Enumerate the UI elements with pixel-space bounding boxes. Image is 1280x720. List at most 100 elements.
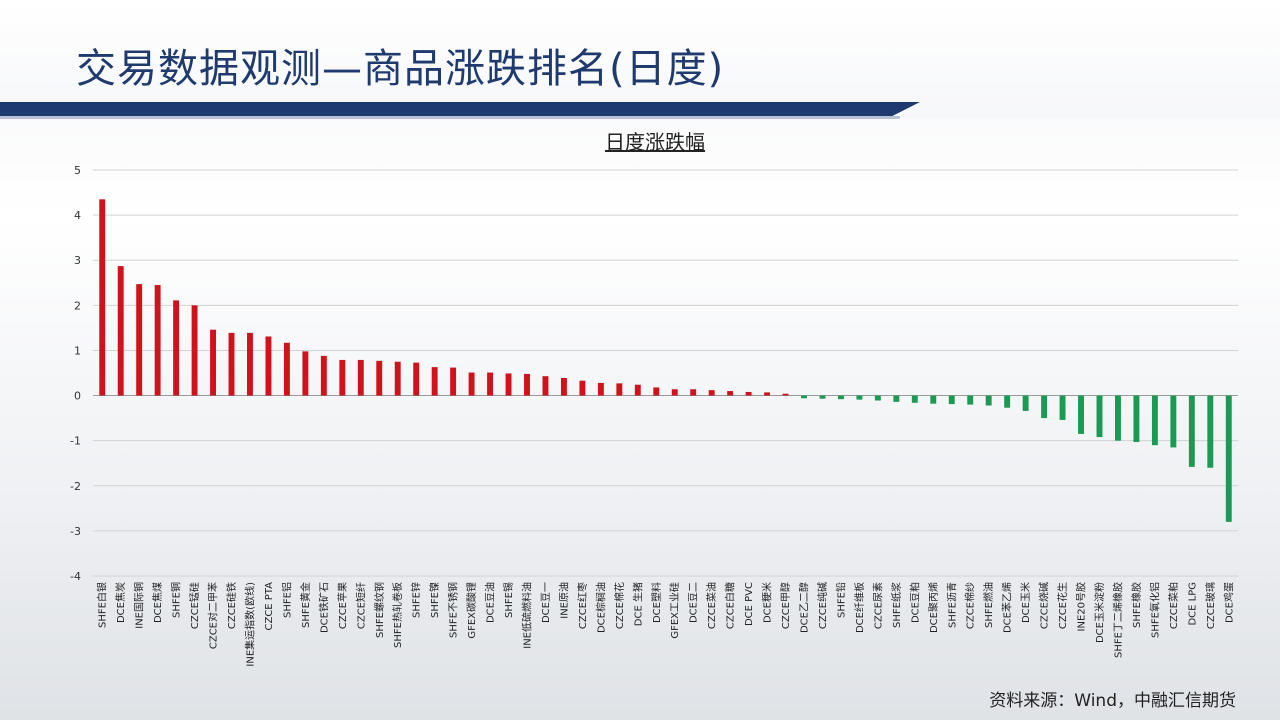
- x-tick-label: SHFE燃油: [982, 582, 995, 628]
- bar: [431, 367, 438, 396]
- x-tick-label: SHFE纸浆: [890, 582, 903, 628]
- bar: [265, 336, 272, 396]
- x-tick-label: INE原油: [557, 582, 570, 619]
- title-underline-accent: [0, 116, 900, 119]
- x-tick-label: SHFE铜: [171, 582, 183, 618]
- bar: [671, 389, 678, 396]
- x-tick-label: DCE塑料: [650, 582, 663, 623]
- y-tick-label: 0: [74, 390, 81, 403]
- bar: [136, 284, 143, 396]
- x-tick-label: CZCE硅铁: [225, 582, 238, 629]
- bar: [117, 266, 124, 396]
- bar: [1188, 395, 1195, 467]
- x-tick-label: DCE PVC: [744, 582, 755, 626]
- x-tick-label: CZCE苹果: [336, 582, 349, 629]
- x-tick-label: SHFE铅: [834, 582, 847, 618]
- y-tick-label: -4: [70, 570, 81, 583]
- x-tick-label: SHFE螺纹钢: [373, 582, 386, 638]
- x-tick-label: SHFE沥青: [945, 582, 958, 628]
- bar: [413, 362, 420, 396]
- x-tick-label: DCE玉米淀粉: [1093, 582, 1106, 643]
- bar: [579, 380, 586, 396]
- bar: [1151, 395, 1158, 446]
- x-tick-label: SHFE锌: [410, 582, 423, 618]
- bar: [782, 393, 789, 396]
- x-tick-label: CZCE菜油: [705, 582, 718, 629]
- bar: [1078, 395, 1084, 434]
- bar: [985, 395, 992, 406]
- x-tick-label: GFEX碳酸锂: [465, 582, 478, 639]
- bar: [487, 372, 494, 396]
- y-tick-label: -1: [70, 435, 81, 448]
- bar: [856, 395, 863, 400]
- bar: [690, 389, 697, 396]
- bar: [893, 395, 900, 402]
- bar: [764, 392, 771, 396]
- bar: [505, 373, 512, 396]
- bar: [339, 359, 346, 396]
- y-tick-label: 1: [74, 344, 81, 357]
- bar: [173, 300, 180, 396]
- bar: [1170, 395, 1177, 448]
- bar: [708, 390, 715, 396]
- x-tick-label: INE国际铜: [134, 582, 146, 629]
- y-tick-label: 4: [74, 209, 81, 222]
- chart-title: 日度涨跌幅: [605, 130, 705, 154]
- x-tick-label: SHFE白银: [96, 582, 109, 628]
- bar: [283, 342, 290, 396]
- bar: [745, 391, 752, 396]
- bar: [1059, 395, 1066, 420]
- x-tick-label: SHFE热轧卷板: [391, 582, 404, 648]
- bar: [247, 332, 253, 396]
- x-tick-label: CZCE短纤: [354, 582, 367, 629]
- x-tick-label: INE低硫燃料油: [520, 582, 533, 649]
- x-tick-label: DCE 生猪: [631, 582, 644, 626]
- x-tick-label: CZCE菜粕: [1167, 582, 1180, 629]
- x-tick-label: GFEX工业硅: [668, 582, 681, 639]
- bar: [302, 351, 309, 396]
- bar: [1225, 395, 1232, 522]
- x-tick-label: SHFE铝: [281, 582, 293, 618]
- bar: [542, 376, 549, 396]
- x-tick-label: DCE豆油: [484, 582, 497, 623]
- bar: [911, 395, 918, 403]
- title-underline-band: [0, 102, 920, 116]
- x-tick-label: DCE乙二醇: [798, 582, 811, 633]
- bar: [930, 395, 937, 404]
- bar: [653, 387, 660, 396]
- bar: [394, 361, 401, 396]
- x-tick-label: DCE焦煤: [151, 582, 164, 623]
- bar: [616, 383, 623, 396]
- x-tick-label: DCE鸡蛋: [1222, 582, 1235, 623]
- y-tick-label: 5: [74, 164, 81, 177]
- x-tick-label: DCE玉米: [1019, 582, 1032, 623]
- bar: [191, 305, 198, 396]
- x-tick-label: DCE豆二: [688, 582, 700, 623]
- x-tick-label: DCE粳米: [761, 582, 774, 623]
- bar: [1115, 395, 1121, 441]
- bar: [99, 199, 106, 396]
- x-tick-label: DCE焦炭: [114, 582, 127, 623]
- bar: [1096, 395, 1103, 438]
- source-note: 资料来源：Wind，中融汇信期货: [989, 691, 1236, 711]
- bar: [837, 395, 844, 400]
- x-tick-label: SHFE黄金: [299, 582, 312, 628]
- x-tick-label: DCE聚丙烯: [927, 582, 940, 633]
- x-tick-label: INE20号胶: [1075, 582, 1088, 631]
- bar: [524, 373, 530, 396]
- x-tick-label: DCE LPG: [1187, 582, 1198, 626]
- page-title: 交易数据观测—商品涨跌排名(日度): [76, 46, 725, 92]
- y-tick-label: -2: [70, 480, 81, 493]
- y-tick-label: -3: [70, 525, 81, 538]
- x-tick-label: CZCE尿素: [871, 582, 884, 629]
- x-tick-label: DCE苯乙烯: [1001, 582, 1014, 633]
- x-tick-label: CZCE PTA: [264, 582, 275, 631]
- x-tick-label: DCE铁矿石: [317, 582, 330, 633]
- bar: [874, 395, 881, 401]
- bar: [634, 384, 641, 396]
- bar: [560, 377, 567, 396]
- x-tick-label: INE集运指数(欧线): [243, 582, 256, 667]
- x-tick-label: CZCE红枣: [576, 582, 589, 629]
- bar: [1041, 395, 1048, 419]
